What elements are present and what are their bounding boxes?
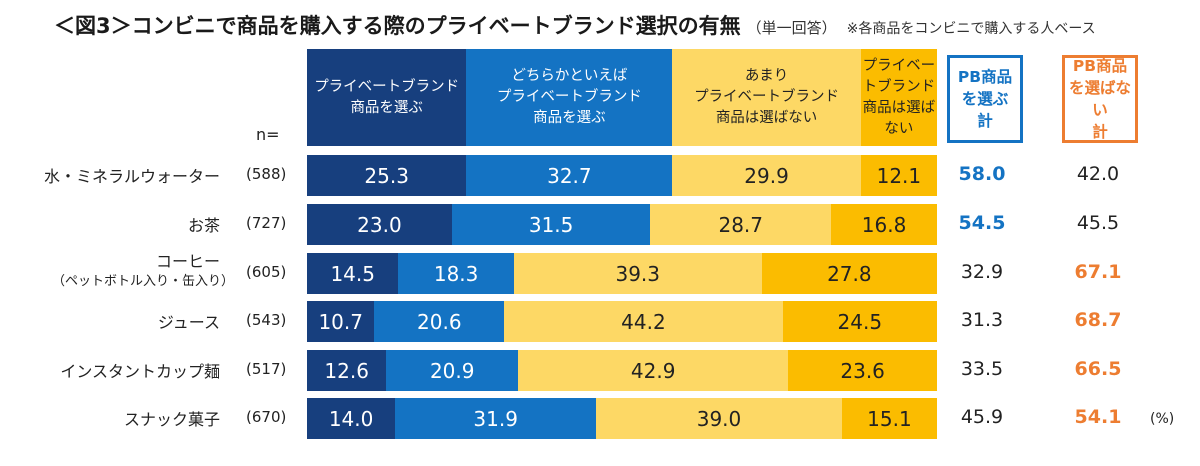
bar-segment-pb-not: 24.5 — [782, 301, 937, 342]
sample-size: (517) — [246, 360, 287, 378]
bar-segment-pb-not: 15.1 — [841, 398, 937, 439]
pb-select-total-value: 54.5 — [958, 212, 1006, 234]
bar-segment-pb-select: 14.0 — [307, 398, 396, 439]
pb-select-total-header: PB商品 を選ぶ 計 — [947, 55, 1023, 143]
pb-select-total-value: 32.9 — [960, 261, 1004, 283]
bar-segment-pb-select: 14.5 — [307, 253, 399, 294]
sample-size: (727) — [246, 214, 287, 232]
pb-select-total-value: 33.5 — [960, 358, 1004, 380]
bar-segment-pb-lean-select: 32.7 — [466, 155, 673, 196]
bar-segment-pb-select: 12.6 — [307, 350, 387, 391]
category-label: スナック菓子 — [123, 410, 220, 429]
bar-segment-pb-select: 25.3 — [307, 155, 467, 196]
bar-segment-pb-select: 23.0 — [307, 204, 452, 245]
pb-not-total-value: 68.7 — [1074, 309, 1122, 331]
bar-segment-pb-not: 23.6 — [788, 350, 937, 391]
bar-segment-pb-lean-select: 20.9 — [386, 350, 519, 391]
bar-segment-pb-lean-not: 39.3 — [513, 253, 762, 294]
chart-title: ＜図3＞コンビニで商品を購入する際のプライベートブランド選択の有無 — [54, 14, 741, 38]
bar-segment-pb-lean-not: 28.7 — [650, 204, 832, 245]
bar-segment-pb-lean-not: 42.9 — [518, 350, 789, 391]
sample-size: (543) — [246, 311, 287, 329]
sample-size: (605) — [246, 263, 287, 281]
pb-select-total-value: 31.3 — [960, 309, 1004, 331]
legend-pb-not: プライベートブランド 商品は選ばない — [860, 49, 937, 146]
category-label: お茶 — [187, 216, 220, 235]
unit-label: (%) — [1150, 411, 1175, 427]
bar-segment-pb-lean-not: 29.9 — [672, 155, 861, 196]
n-label: n= — [256, 125, 280, 144]
chart-subtitle: （単一回答） — [746, 19, 837, 37]
sample-size: (588) — [246, 165, 287, 183]
legend-pb-select: プライベートブランド 商品を選ぶ — [307, 49, 467, 146]
category-label: コーヒー — [155, 252, 220, 271]
sample-size: (670) — [246, 408, 287, 426]
category-sublabel: （ペットボトル入り・缶入り） — [51, 274, 234, 289]
pb-not-total-header: PB商品 を選ばない 計 — [1062, 55, 1138, 143]
bar-segment-pb-lean-select: 20.6 — [374, 301, 505, 342]
bar-segment-pb-lean-select: 18.3 — [398, 253, 514, 294]
bar-segment-pb-not: 12.1 — [860, 155, 937, 196]
bar-segment-pb-lean-select: 31.5 — [451, 204, 651, 245]
bar-segment-pb-lean-not: 39.0 — [596, 398, 842, 439]
pb-not-total-value: 42.0 — [1076, 163, 1120, 185]
pb-select-total-value: 45.9 — [960, 406, 1004, 428]
chart-note: ※各商品をコンビニで購入する人ベース — [846, 21, 1096, 37]
bar-segment-pb-lean-not: 44.2 — [504, 301, 783, 342]
bar-segment-pb-not: 16.8 — [831, 204, 937, 245]
pb-select-total-value: 58.0 — [958, 163, 1006, 185]
bar-segment-pb-select: 10.7 — [307, 301, 375, 342]
pb-not-total-value: 54.1 — [1074, 406, 1122, 428]
pb-not-total-value: 67.1 — [1074, 261, 1122, 283]
bar-segment-pb-lean-select: 31.9 — [395, 398, 597, 439]
category-label: 水・ミネラルウォーター — [43, 167, 220, 186]
legend-pb-lean-not: あまり プライベートブランド 商品は選ばない — [672, 49, 861, 146]
pb-not-total-value: 66.5 — [1074, 358, 1122, 380]
pb-not-total-value: 45.5 — [1076, 212, 1120, 234]
chart-title-area: ＜図3＞コンビニで商品を購入する際のプライベートブランド選択の有無 （単一回答） ※… — [54, 10, 1096, 40]
bar-segment-pb-not: 27.8 — [761, 253, 937, 294]
category-label: ジュース — [157, 313, 220, 332]
legend-pb-lean-select: どちらかといえば プライベートブランド 商品を選ぶ — [466, 49, 673, 146]
category-label: インスタントカップ麺 — [60, 362, 220, 381]
